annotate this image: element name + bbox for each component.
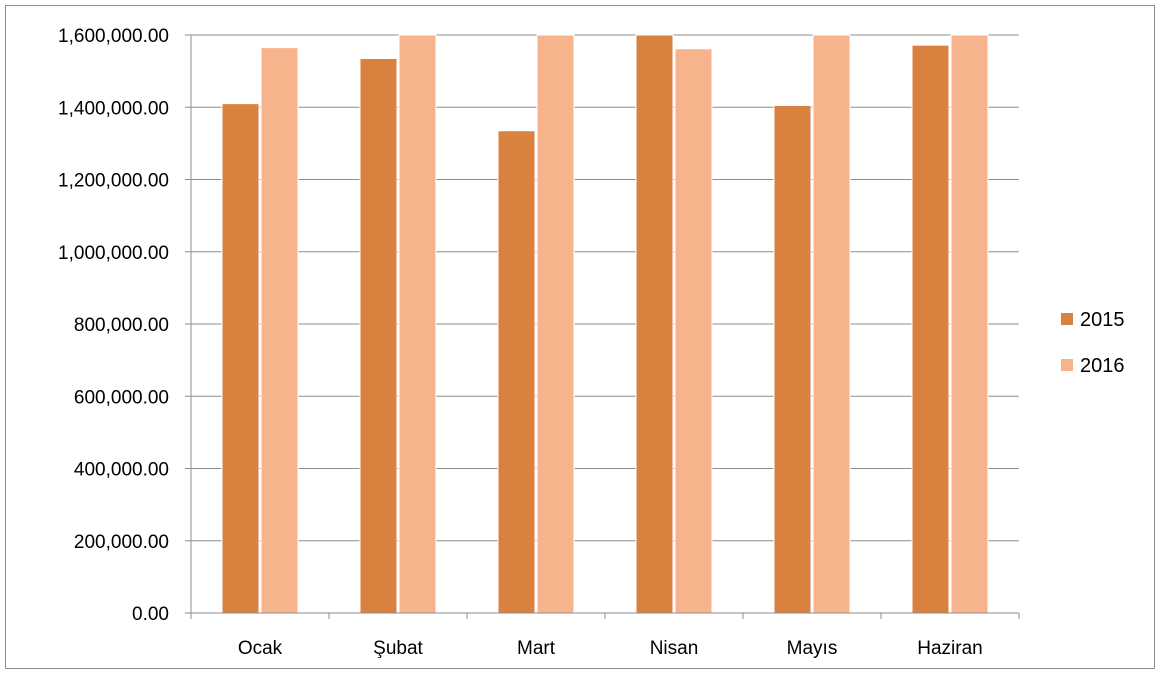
y-tick-label: 1,400,000.00 xyxy=(58,98,169,119)
bar-2015-0 xyxy=(221,103,260,614)
bar-chart: 0.00 200,000.00 400,000.00 600,000.00 800,00… xyxy=(58,26,1125,659)
bar-2016-4 xyxy=(812,34,851,614)
bar-2016-2 xyxy=(536,34,575,614)
x-tick-label: Mart xyxy=(517,638,556,659)
legend-label-2015: 2015 xyxy=(1080,309,1125,331)
legend-label-2016: 2016 xyxy=(1080,355,1125,377)
bars xyxy=(221,34,989,614)
bar-2015-3 xyxy=(635,34,674,614)
x-tick-label: Ocak xyxy=(238,638,283,659)
x-axis-tick-labels: Ocak Şubat Mart Nisan Mayıs Haziran xyxy=(238,638,983,659)
chart-frame: 0.00 200,000.00 400,000.00 600,000.00 800,00… xyxy=(5,5,1155,669)
y-tick-label: 0.00 xyxy=(132,604,169,625)
bar-2015-1 xyxy=(359,57,398,614)
legend: 2015 2016 xyxy=(1061,309,1125,377)
bar-2015-5 xyxy=(911,44,950,614)
bar-2016-1 xyxy=(398,34,437,614)
y-tick-label: 800,000.00 xyxy=(74,315,169,336)
x-tick-label: Haziran xyxy=(917,638,982,659)
y-tick-label: 1,000,000.00 xyxy=(58,243,169,264)
axes xyxy=(185,34,1020,619)
y-axis-tick-labels: 0.00 200,000.00 400,000.00 600,000.00 800,00… xyxy=(58,26,169,625)
bar-2015-4 xyxy=(773,104,812,614)
gridlines xyxy=(191,34,1019,542)
bar-2016-5 xyxy=(950,34,989,614)
y-tick-label: 600,000.00 xyxy=(74,387,169,408)
y-tick-label: 1,200,000.00 xyxy=(58,171,169,192)
legend-swatch-2015 xyxy=(1061,313,1073,325)
y-tick-label: 200,000.00 xyxy=(74,532,169,553)
bar-2016-3 xyxy=(674,48,713,614)
bar-2016-0 xyxy=(260,47,299,614)
x-tick-label: Şubat xyxy=(373,638,423,659)
y-tick-label: 400,000.00 xyxy=(74,460,169,481)
legend-swatch-2016 xyxy=(1061,359,1073,371)
y-tick-label: 1,600,000.00 xyxy=(58,26,169,47)
x-tick-label: Nisan xyxy=(650,638,699,659)
x-tick-label: Mayıs xyxy=(787,638,838,659)
bar-2015-2 xyxy=(497,130,536,614)
